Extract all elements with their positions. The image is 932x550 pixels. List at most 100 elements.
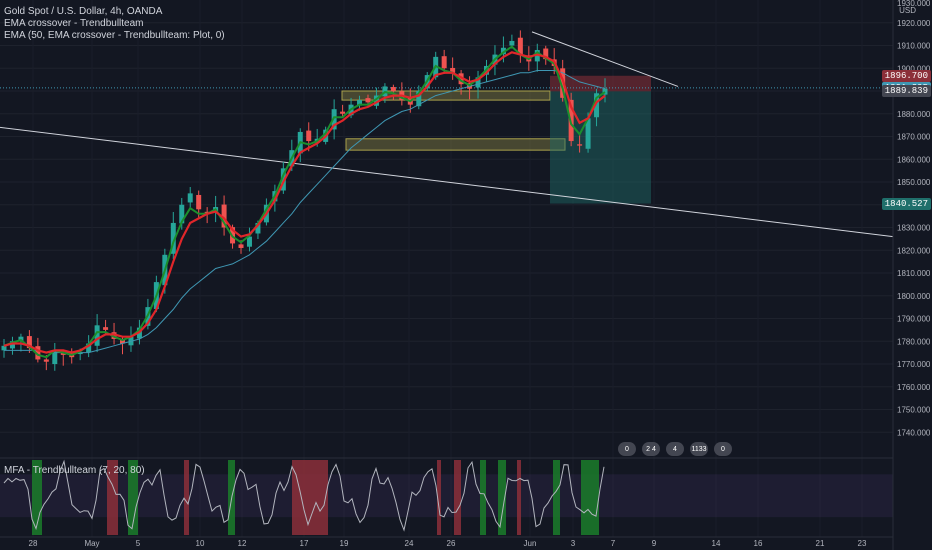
candle-body	[416, 91, 422, 107]
zone-resistance	[341, 90, 551, 101]
candle-body	[373, 95, 379, 106]
candle-body	[517, 37, 523, 55]
symbol-title[interactable]: Gold Spot / U.S. Dollar, 4h, OANDA	[4, 6, 163, 17]
mfa-signal-bar	[553, 460, 560, 535]
candle-body	[1, 345, 7, 351]
price-tick-label: 1860.000	[897, 155, 931, 164]
price-tick-label: 1800.000	[897, 292, 931, 301]
candle-body	[450, 67, 456, 73]
time-tick-label: 24	[405, 539, 414, 548]
candle-body	[103, 327, 109, 330]
candle-body	[594, 93, 600, 118]
candle-body	[509, 40, 515, 46]
price-tick-label: 1780.000	[897, 337, 931, 346]
price-tick-label: 1870.000	[897, 133, 931, 142]
time-tick-label: 26	[447, 539, 456, 548]
price-tag-entry: 1889.839	[881, 85, 931, 98]
grid	[0, 22, 893, 433]
time-tick-label: Jun	[524, 539, 537, 548]
mfa-signal-bar	[454, 460, 461, 535]
event-marker[interactable]: 0	[618, 442, 636, 456]
candle-body	[390, 87, 396, 91]
ema50-line	[4, 70, 606, 354]
candle-body	[94, 325, 100, 346]
candle-body	[458, 73, 464, 85]
price-tick-label: 1830.000	[897, 224, 931, 233]
candle-body	[543, 48, 549, 60]
candle-body	[441, 56, 447, 69]
candle-body	[306, 130, 312, 142]
candle-body	[120, 339, 126, 344]
zones	[341, 90, 566, 151]
mfa-signal-bar	[581, 460, 599, 535]
time-axis: 28 May 5 10 12 17 19 24 26 Jun 3 7 9 14 16 21 23	[0, 536, 893, 548]
candle-body	[255, 222, 261, 234]
time-tick-label: 9	[652, 539, 657, 548]
candle-body	[585, 118, 591, 149]
candle-body	[187, 193, 193, 203]
candle-body	[60, 352, 66, 355]
indicator-ema50[interactable]: EMA (50, EMA crossover - Trendbullteam: …	[4, 30, 225, 41]
candle-body	[500, 47, 506, 55]
time-tick-label: 17	[300, 539, 309, 548]
price-tag-stop: 1896.700	[881, 69, 931, 82]
time-tick-label: 16	[754, 539, 763, 548]
mfa-signal-bar	[480, 460, 486, 535]
price-tick-label: 1760.000	[897, 383, 931, 392]
candle-body	[602, 88, 608, 95]
price-tick-label: 1900.000	[897, 64, 931, 73]
price-tick-label: 1880.000	[897, 110, 931, 119]
candle-body	[179, 204, 185, 224]
candle-body	[331, 109, 337, 130]
price-tick-label: 1750.000	[897, 406, 931, 415]
price-tick-label: 1910.000	[897, 42, 931, 51]
event-marker[interactable]: 4	[666, 442, 684, 456]
currency-label: USD	[899, 6, 916, 15]
event-marker[interactable]: 2 4	[642, 442, 660, 456]
time-tick-label: 23	[858, 539, 867, 548]
price-tag-target: 1840.527	[881, 197, 931, 210]
mfa-signal-bar	[128, 460, 138, 535]
indicator-ema-crossover[interactable]: EMA crossover - Trendbullteam	[4, 18, 144, 29]
time-tick-label: 21	[816, 539, 825, 548]
time-tick-label: 3	[571, 539, 576, 548]
price-tick-label: 1920.000	[897, 19, 931, 28]
price-tick-label: 1770.000	[897, 360, 931, 369]
candle-body	[26, 336, 32, 349]
mfa-signal-bar	[498, 460, 506, 535]
candle-body	[475, 77, 481, 88]
ema-lines	[3, 45, 606, 359]
price-tick-label: 1850.000	[897, 178, 931, 187]
mfa-signal-bar	[437, 460, 441, 535]
price-tick-label: 1790.000	[897, 315, 931, 324]
price-tick-label: 1930.000	[897, 0, 931, 8]
time-tick-label: May	[84, 539, 99, 548]
candle-body	[340, 111, 346, 114]
candle-body	[196, 194, 202, 210]
mfa-line	[3, 459, 605, 532]
candle-body	[246, 236, 252, 247]
mfa-signal-bar	[184, 460, 189, 535]
ema-slow-red-line	[3, 51, 606, 354]
candle-body	[170, 222, 176, 254]
event-marker[interactable]: 1133	[690, 442, 708, 456]
time-tick-label: 19	[340, 539, 349, 548]
price-tick-label: 1820.000	[897, 246, 931, 255]
mfa-signal-bar	[292, 460, 328, 535]
price-tick-label: 1810.000	[897, 269, 931, 278]
candle-body	[43, 359, 49, 362]
time-tick-label: 28	[29, 539, 38, 548]
long-trendline	[0, 126, 894, 238]
mfa-title[interactable]: MFA - Trendbullteam (7, 20, 80)	[4, 465, 145, 476]
candle-body	[86, 343, 92, 353]
candle-body	[238, 244, 244, 248]
time-tick-label: 12	[238, 539, 247, 548]
zone-support	[345, 138, 566, 151]
candle-body	[52, 350, 58, 365]
event-marker[interactable]: 0	[714, 442, 732, 456]
mfa-signal-bar	[32, 460, 42, 535]
candle-body	[357, 100, 363, 106]
event-markers: 0 2 4 4 1133 0	[618, 442, 732, 456]
price-tick-label: 1740.000	[897, 428, 931, 437]
